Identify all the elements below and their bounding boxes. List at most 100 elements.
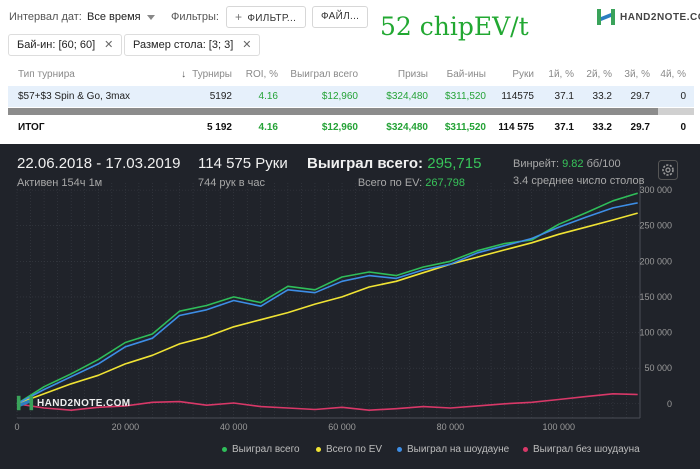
close-icon[interactable]: ✕ [242, 39, 252, 51]
winrate: Винрейт: 9.82 бб/100 [513, 158, 621, 170]
legend-label: Выиграл всего [232, 444, 300, 455]
table-row[interactable]: $57+$3 Spin & Go, 3max 5192 4.16 $12,960… [8, 86, 694, 107]
total-roi: 4.16 [258, 122, 278, 133]
col-first[interactable]: 1й, % [548, 69, 574, 80]
series-line-2 [16, 202, 638, 405]
hand2note-logo: HAND2NOTE.COM [596, 6, 700, 28]
ev-total-value: 267,798 [425, 177, 465, 189]
y-tick-label: 150 000 [639, 292, 672, 302]
hand2note-watermark-icon [16, 395, 34, 411]
x-tick-label: 0 [14, 422, 19, 432]
total-label: ИТОГ [18, 122, 45, 133]
graph-panel: 0 50 000 100 000 150 000 200 000 250 000 300 0… [0, 144, 700, 469]
legend-item-won[interactable]: Выиграл всего [222, 444, 300, 455]
col-fourth[interactable]: 4й, % [660, 69, 686, 80]
winrate-value: 9.82 [562, 158, 584, 170]
avg-tables: 3.4 среднее число столов [513, 175, 645, 187]
total-buyins: $311,520 [444, 122, 486, 133]
x-tick-label: 40 000 [220, 422, 248, 432]
x-tick-label: 60 000 [328, 422, 356, 432]
cell-hands: 114575 [501, 91, 534, 102]
winrate-unit: бб/100 [586, 158, 621, 170]
scrollbar-thumb[interactable] [8, 108, 658, 115]
total-tournaments: 5 192 [206, 122, 232, 133]
logo-text: HAND2NOTE.COM [620, 11, 700, 23]
date-range: 22.06.2018 - 17.03.2019 [17, 155, 181, 172]
hands-per-hour: 744 рук в час [198, 177, 266, 189]
overlay-caption: 52 chipEV/t [380, 12, 529, 41]
date-interval-dropdown[interactable]: Все время [87, 11, 155, 23]
chevron-down-icon [146, 14, 155, 20]
legend-dot [523, 446, 528, 452]
legend-label: Выиграл на шоудауне [407, 444, 510, 455]
close-icon[interactable]: ✕ [104, 39, 114, 51]
hands-count: 114 575 Руки [198, 155, 288, 172]
col-hands[interactable]: Руки [512, 69, 534, 80]
col-won-total[interactable]: Выиграл всего [290, 69, 358, 80]
y-tick-label: 300 000 [639, 185, 672, 195]
col-prizes[interactable]: Призы [397, 69, 428, 80]
cell-won-total: $12,960 [321, 91, 358, 102]
legend-item-no-showdown[interactable]: Выиграл без шоудауна [523, 444, 640, 455]
total-fourth: 0 [680, 122, 686, 133]
file-button-label: ФАЙЛ... [321, 11, 360, 22]
cell-prizes: $324,480 [386, 91, 428, 102]
winrate-label: Винрейт: [513, 158, 560, 170]
filters-label: Фильтры: [171, 11, 219, 23]
date-interval-label: Интервал дат: [9, 11, 82, 23]
x-tick-label: 80 000 [437, 422, 465, 432]
y-tick-label: 200 000 [639, 256, 672, 266]
total-hands: 114 575 [498, 122, 534, 133]
chip-table-size[interactable]: Размер стола: [3; 3] ✕ [124, 34, 261, 56]
col-third[interactable]: 3й, % [624, 69, 650, 80]
chip-buyin[interactable]: Бай-ин: [60; 60] ✕ [8, 34, 123, 56]
horizontal-scrollbar[interactable] [8, 108, 694, 115]
ev-total: Всего по EV: 267,798 [343, 177, 465, 189]
legend-item-showdown[interactable]: Выиграл на шоудауне [397, 444, 509, 455]
total-won: $12,960 [321, 122, 358, 133]
chip-buyin-label: Бай-ин: [60; 60] [17, 39, 96, 51]
col-tournaments[interactable]: ↓ Турниры [168, 69, 232, 80]
watermark-text: HAND2NOTE.COM [37, 397, 131, 409]
col-buyins[interactable]: Бай-ины [446, 69, 486, 80]
total-third: 29.7 [630, 122, 650, 133]
gear-icon[interactable] [658, 160, 678, 180]
legend-dot [397, 446, 402, 452]
cell-second: 33.2 [592, 91, 612, 102]
won-total-label: Выиграл всего: [307, 155, 424, 172]
cell-first: 37.1 [554, 91, 574, 102]
legend-label: Выиграл без шоудауна [533, 444, 640, 455]
col-tournament-type[interactable]: Тип турнира [18, 69, 75, 80]
total-second: 33.2 [592, 122, 612, 133]
col-tournaments-label: Турниры [192, 69, 232, 80]
y-tick-label: 50 000 [644, 363, 672, 373]
col-second[interactable]: 2й, % [586, 69, 612, 80]
profit-graph[interactable]: 0 50 000 100 000 150 000 200 000 250 000 300 0… [0, 144, 700, 469]
total-prizes: $324,480 [386, 122, 428, 133]
hand2note-watermark: HAND2NOTE.COM [16, 394, 131, 412]
ev-total-label: Всего по EV: [357, 177, 423, 189]
y-tick-label: 0 [667, 399, 672, 409]
legend-item-ev[interactable]: Всего по EV [316, 444, 382, 455]
legend-dot [316, 446, 321, 452]
x-tick-label: 20 000 [112, 422, 140, 432]
chip-table-size-label: Размер стола: [3; 3] [133, 39, 234, 51]
x-tick-label: 100 000 [542, 422, 575, 432]
y-tick-label: 100 000 [639, 328, 672, 338]
cell-roi: 4.16 [258, 91, 278, 102]
series-line-3 [16, 393, 638, 412]
date-interval-value: Все время [87, 11, 141, 23]
plus-icon: + [235, 10, 243, 24]
col-roi[interactable]: ROI, % [245, 69, 278, 80]
legend-dot [222, 446, 227, 452]
cell-tournaments: 5192 [209, 91, 232, 102]
won-total: Выиграл всего: 295,715 [307, 155, 481, 172]
filter-bar: Интервал дат: Все время Фильтры: + ФИЛЬТР… [0, 0, 700, 34]
add-filter-label: ФИЛЬТР... [247, 13, 297, 24]
hand2note-logo-icon [597, 9, 615, 25]
cell-buyins: $311,520 [445, 91, 486, 102]
legend-label: Всего по EV [326, 444, 383, 455]
file-button[interactable]: ФАЙЛ... [312, 6, 368, 28]
table-header: Тип турнира ↓ Турниры ROI, % Выиграл всег… [8, 66, 694, 84]
add-filter-button[interactable]: + ФИЛЬТР... [226, 6, 306, 28]
